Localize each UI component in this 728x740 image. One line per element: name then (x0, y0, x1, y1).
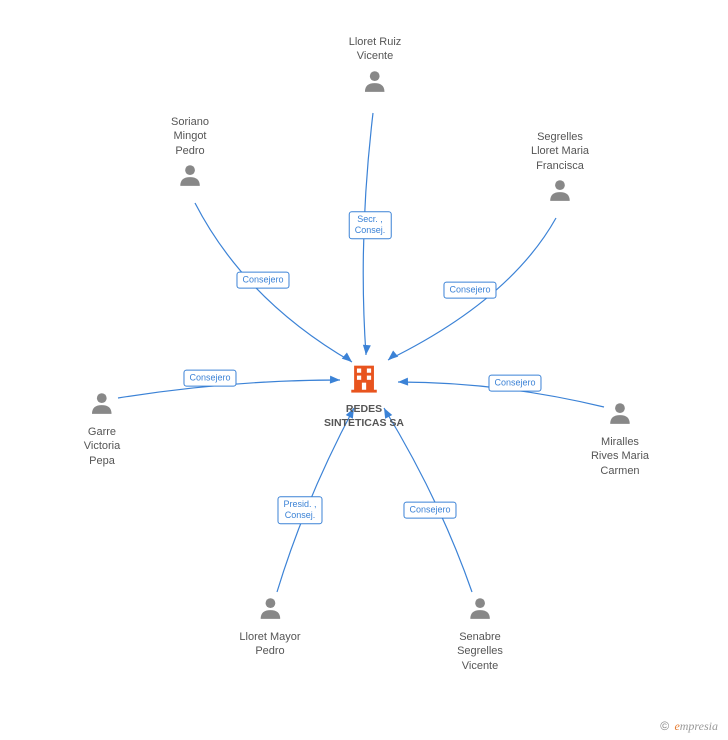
company-label: REDES SINTETICAS SA (324, 403, 404, 430)
network-diagram: REDES SINTETICAS SA Lloret Ruiz Vicente S… (0, 0, 728, 740)
edge-label: Consejero (488, 375, 541, 392)
person-node: Soriano Mingot Pedro (171, 115, 209, 193)
person-icon (257, 595, 283, 621)
person-icon (607, 400, 633, 426)
person-node: Lloret Ruiz Vicente (349, 35, 402, 99)
edge-label: Consejero (183, 370, 236, 387)
person-node: Miralles Rives Maria Carmen (591, 400, 649, 478)
copyright-symbol: © (660, 719, 669, 733)
person-label: Lloret Ruiz Vicente (349, 35, 402, 64)
person-icon (467, 595, 493, 621)
edge-label: Consejero (403, 502, 456, 519)
person-node: Lloret Mayor Pedro (239, 595, 300, 659)
person-node: Garre Victoria Pepa (84, 390, 120, 468)
building-icon (347, 360, 381, 394)
edge-label: Consejero (443, 282, 496, 299)
person-label: Miralles Rives Maria Carmen (591, 435, 649, 478)
edge-label: Secr. , Consej. (349, 211, 392, 239)
edge-label: Consejero (236, 272, 289, 289)
person-icon (89, 390, 115, 416)
person-node: Senabre Segrelles Vicente (457, 595, 503, 673)
person-icon (362, 68, 388, 94)
person-label: Senabre Segrelles Vicente (457, 630, 503, 673)
person-icon (177, 162, 203, 188)
edge-line (384, 408, 472, 592)
person-label: Garre Victoria Pepa (84, 425, 120, 468)
person-label: Soriano Mingot Pedro (171, 115, 209, 158)
brand-name: mpresia (680, 719, 718, 733)
edge-label: Presid. , Consej. (277, 496, 322, 524)
person-icon (547, 177, 573, 203)
person-label: Segrelles Lloret Maria Francisca (531, 130, 589, 173)
person-label: Lloret Mayor Pedro (239, 630, 300, 659)
footer-credit: © empresia (660, 719, 718, 734)
edge-arrowhead (362, 345, 371, 356)
person-node: Segrelles Lloret Maria Francisca (531, 130, 589, 208)
company-node: REDES SINTETICAS SA (324, 360, 404, 430)
